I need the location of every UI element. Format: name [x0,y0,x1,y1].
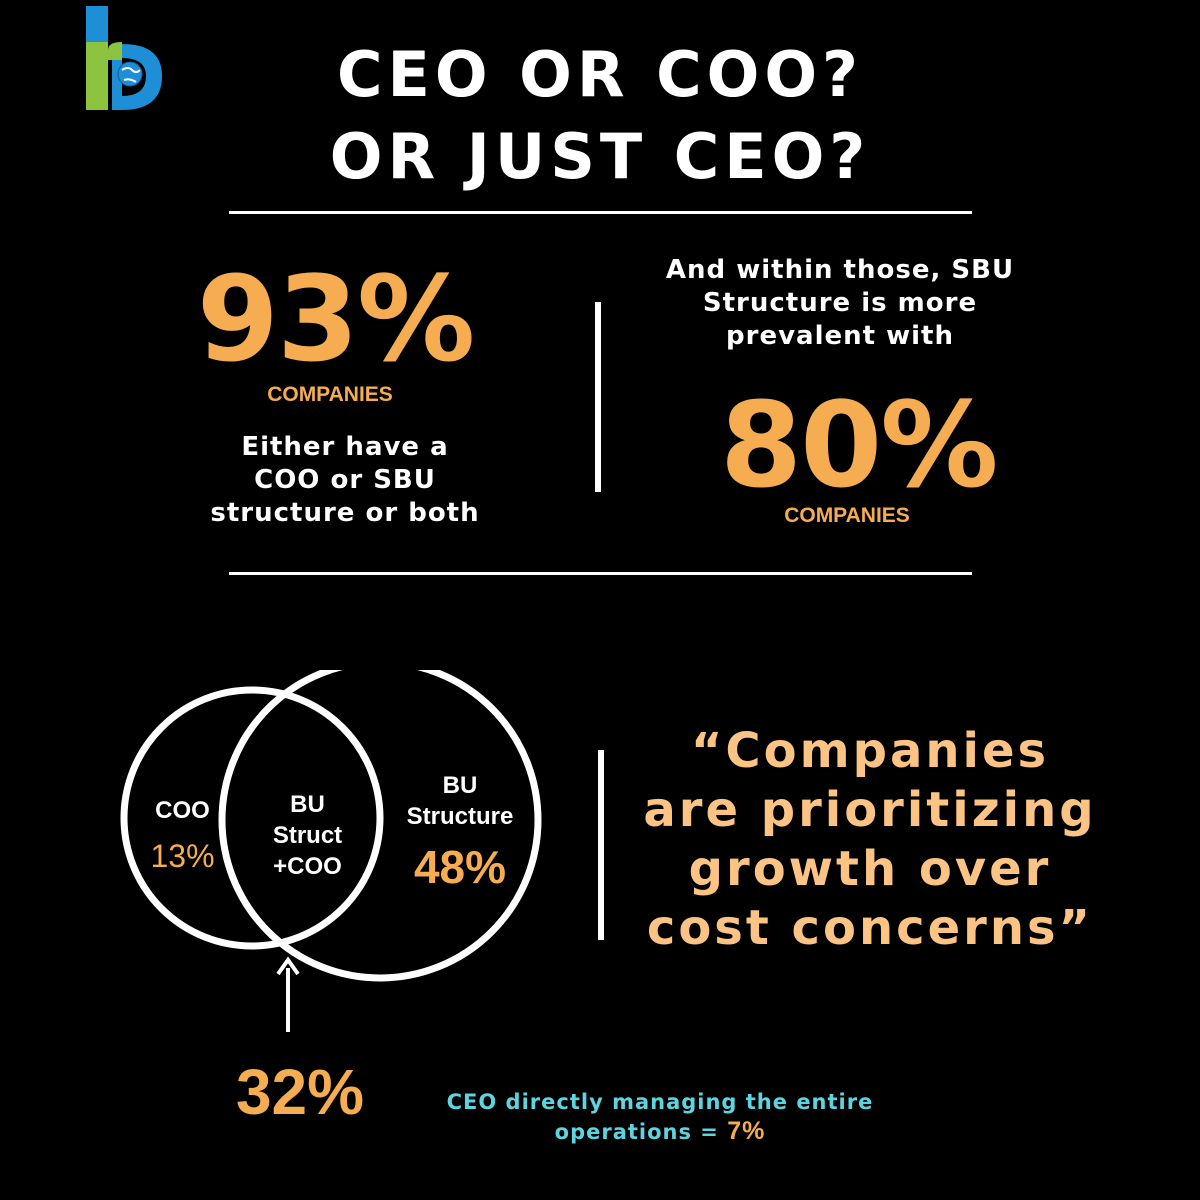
bu-label-line: Structure [406,803,514,830]
venn-circle-coo [120,686,384,950]
stat-80-intro: And within those, SBU Structure is more … [660,254,1020,353]
ceo-note: CEO directly managing the entire operati… [420,1088,900,1147]
stat-93-value: 93% [196,250,475,388]
venn-coo-label: COO [155,797,210,824]
overlap-label-line: +COO [273,853,342,880]
divider-vertical-top [595,302,601,492]
venn-circle-bu-structure [218,670,542,982]
ceo-note-text: operations = [554,1120,719,1144]
overlap-label-line: Struct [272,822,343,849]
stat-93-label: COMPANIES [267,383,393,406]
divider-top [229,211,972,214]
page-title-line-2: OR JUST CEO? [329,120,871,193]
description-line: Either have a [241,432,449,462]
ceo-note-line-2: operations = 7% [420,1117,900,1147]
logo-icon [86,6,162,110]
venn-diagram [120,670,542,1032]
quote-line: “Companies [690,723,1050,779]
stat-80-label: COMPANIES [784,504,910,527]
bu-label-line: BU [442,772,478,799]
quote-line: are prioritizing [643,782,1097,838]
quote-line: cost concerns” [646,900,1094,956]
divider-bottom [229,572,972,575]
venn-coo-value: 13% [150,838,215,874]
description-line: COO or SBU [254,465,436,495]
stat-93-description: Either have a COO or SBU structure or bo… [190,431,500,530]
ceo-note-value: 7% [727,1117,766,1145]
intro-line: prevalent with [726,321,954,351]
ceo-note-line-1: CEO directly managing the entire [446,1090,874,1114]
venn-overlap-value: 32% [235,1056,365,1128]
page-title-line-1: CEO OR COO? [336,38,864,111]
description-line: structure or both [210,498,480,528]
intro-line: And within those, SBU [665,255,1015,285]
stat-80-value: 80% [720,376,998,514]
venn-bu-value: 48% [413,841,507,893]
venn-overlap-label: BU Struct +COO [245,789,370,882]
quote-line: growth over [688,841,1052,897]
intro-line: Structure is more [702,288,978,318]
venn-bu-label: BU Structure [395,770,525,832]
overlap-label-line: BU [290,791,325,818]
divider-vertical-bottom [598,750,604,940]
quote-text: “Companies are prioritizing growth over … [640,722,1100,958]
venn-arrow-head [276,956,300,976]
